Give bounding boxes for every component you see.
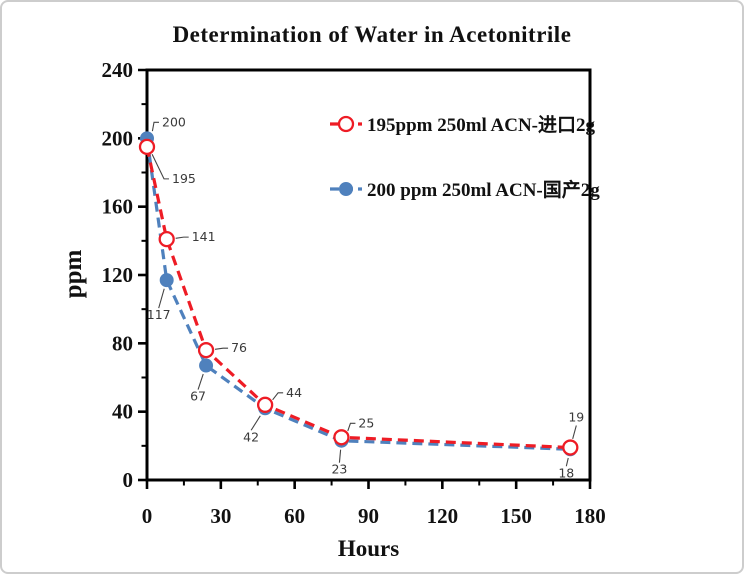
point-label-leader [158,288,165,309]
data-point-open-circle [562,439,579,456]
point-label-leader [565,457,569,467]
point-label: 195 [172,171,196,186]
point-label: 18 [558,465,574,480]
legend-marker-filled-circle [339,182,353,196]
point-label: 23 [331,462,347,477]
point-label-leader [572,425,577,440]
x-axis-tick-label: 150 [500,504,532,528]
legend-label: 200 ppm 250ml ACN-国产2g [367,178,600,201]
point-label: 42 [243,429,259,444]
x-axis-tick-label: 180 [574,504,606,528]
data-point-open-circle [158,230,175,248]
point-label: 44 [286,385,302,400]
point-label-leader [151,121,159,132]
y-axis-tick-label: 120 [102,263,134,287]
point-label-leader [214,347,229,350]
x-axis-title: Hours [337,536,400,561]
data-point-filled-circle [159,273,174,288]
point-label: 19 [568,410,584,425]
data-point-open-circle [197,342,215,359]
point-label: 141 [192,229,216,244]
legend-label: 195ppm 250ml ACN-进口2g [367,114,596,136]
y-axis-tick-label: 0 [123,468,134,492]
legend-marker-open-circle [337,115,355,133]
y-axis-tick-label: 80 [112,331,133,355]
x-axis-tick-label: 0 [142,504,153,528]
data-point-open-circle [333,429,350,446]
x-axis-tick-label: 60 [284,504,305,528]
y-axis-tick-label: 40 [112,400,133,424]
point-label: 76 [231,340,247,355]
point-label: 67 [190,389,206,404]
x-axis-tick-label: 120 [427,504,459,528]
point-label-leader [338,449,342,463]
data-point-open-circle [256,396,274,413]
y-axis-tick-label: 160 [102,195,134,219]
point-label-leader [151,154,169,180]
series-line-0 [145,138,571,451]
point-label: 200 [162,114,186,129]
point-label-leader [250,415,261,431]
y-axis-tick-label: 240 [102,58,134,82]
data-point-filled-circle [199,358,214,373]
point-label-leader [272,392,284,401]
x-axis-tick-label: 30 [210,504,231,528]
point-label-leader [175,236,189,239]
chart-title: Determination of Water in Acetonitrile [172,22,572,47]
y-axis-tick-label: 200 [102,126,134,150]
point-label: 25 [358,415,374,430]
point-label-leader [197,373,204,390]
point-label-leader [347,422,356,432]
point-label: 117 [147,307,171,322]
x-axis-tick-label: 90 [358,504,379,528]
data-point-open-circle [138,138,156,156]
